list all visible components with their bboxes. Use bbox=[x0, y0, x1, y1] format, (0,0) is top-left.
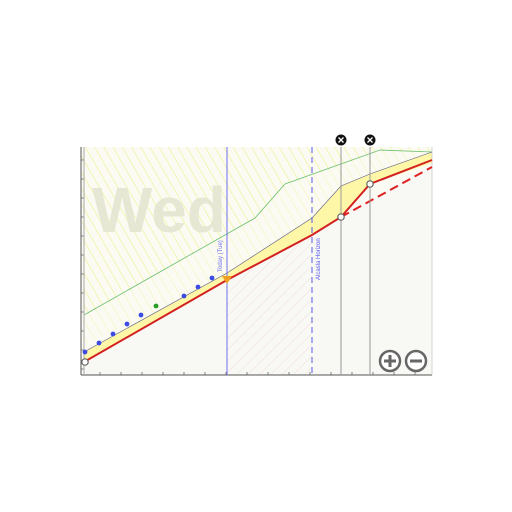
axes bbox=[80, 147, 433, 376]
green-upper-line bbox=[83, 149, 433, 316]
pink-hatched-region bbox=[227, 235, 312, 375]
band-upper-line bbox=[83, 151, 433, 353]
data-point[interactable] bbox=[124, 321, 130, 327]
below-line-region bbox=[84, 163, 432, 375]
axis-ticks bbox=[81, 159, 416, 375]
confidence-band bbox=[84, 152, 432, 362]
data-point[interactable] bbox=[209, 275, 215, 281]
data-points bbox=[82, 275, 215, 355]
data-point-highlight[interactable] bbox=[153, 303, 159, 309]
start-anchor[interactable] bbox=[81, 358, 89, 366]
remove-marker-button-2[interactable] bbox=[364, 134, 376, 146]
projection-dashed-line bbox=[340, 166, 433, 218]
main-trend-line bbox=[83, 159, 433, 363]
today-label: Today (Tue) bbox=[218, 240, 224, 272]
data-point[interactable] bbox=[110, 331, 116, 337]
data-point[interactable] bbox=[195, 284, 201, 290]
milestone-anchor-1[interactable] bbox=[337, 213, 345, 221]
horizon-label: Alcasla Horizon bbox=[316, 238, 322, 280]
milestone-anchor-2[interactable] bbox=[366, 180, 374, 188]
data-point[interactable] bbox=[181, 293, 187, 299]
zoom-in-button[interactable] bbox=[378, 349, 402, 373]
data-point[interactable] bbox=[96, 340, 102, 346]
data-point[interactable] bbox=[138, 312, 144, 318]
today-marker-icon bbox=[222, 276, 232, 284]
day-watermark: Wed bbox=[92, 174, 226, 246]
data-point[interactable] bbox=[82, 349, 88, 355]
zoom-out-button[interactable] bbox=[404, 349, 428, 373]
hatched-region-upper bbox=[81, 147, 432, 315]
remove-marker-button-1[interactable] bbox=[335, 134, 347, 146]
